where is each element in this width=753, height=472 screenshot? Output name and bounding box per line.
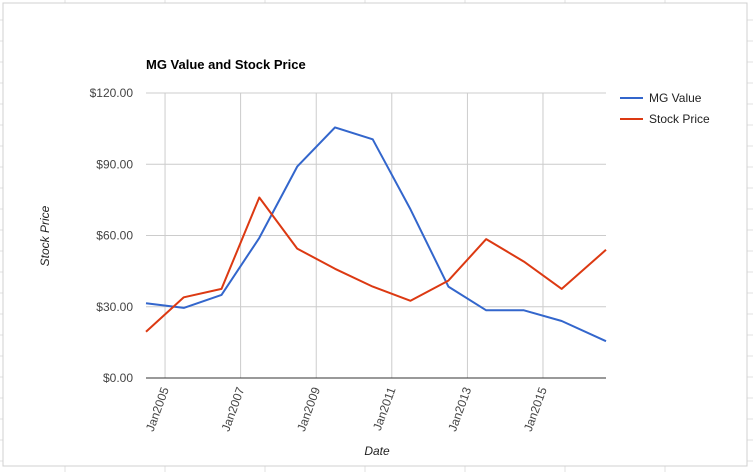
data-point[interactable] — [370, 136, 376, 142]
data-point[interactable] — [256, 195, 262, 201]
chart-title: MG Value and Stock Price — [146, 57, 306, 72]
series-line[interactable] — [145, 196, 607, 333]
data-point[interactable] — [370, 284, 376, 290]
x-axis-title: Date — [364, 444, 390, 458]
series-lines — [143, 124, 609, 344]
data-point[interactable] — [143, 300, 149, 306]
data-point[interactable] — [445, 278, 451, 284]
data-point[interactable] — [332, 266, 338, 272]
data-point[interactable] — [603, 338, 609, 344]
data-point[interactable] — [483, 307, 489, 313]
series-stock-price — [143, 195, 609, 335]
y-axis-title: Stock Price — [38, 205, 52, 266]
data-point[interactable] — [294, 164, 300, 170]
data-point[interactable] — [559, 286, 565, 292]
data-point[interactable] — [294, 246, 300, 252]
data-point[interactable] — [332, 124, 338, 130]
y-tick-label: $120.00 — [90, 86, 134, 100]
legend-label: MG Value — [649, 91, 702, 105]
data-point[interactable] — [521, 307, 527, 313]
data-point[interactable] — [408, 206, 414, 212]
data-point[interactable] — [521, 259, 527, 265]
data-point[interactable] — [219, 286, 225, 292]
legend-item[interactable]: Stock Price — [620, 112, 710, 126]
legend[interactable]: MG Value Stock Price — [620, 91, 710, 126]
data-point[interactable] — [181, 294, 187, 300]
legend-item[interactable]: MG Value — [620, 91, 702, 105]
y-tick-labels: $0.00 $30.00 $60.00 $90.00 $120.00 — [90, 86, 134, 385]
legend-label: Stock Price — [649, 112, 710, 126]
series-line[interactable] — [145, 126, 607, 343]
y-tick-label: $0.00 — [103, 371, 133, 385]
data-point[interactable] — [143, 329, 149, 335]
y-tick-label: $60.00 — [96, 229, 133, 243]
data-point[interactable] — [408, 298, 414, 304]
data-point[interactable] — [256, 235, 262, 241]
data-point[interactable] — [483, 236, 489, 242]
y-gridlines — [146, 92, 606, 308]
chart-card[interactable] — [2, 2, 748, 467]
data-point[interactable] — [181, 305, 187, 311]
y-tick-label: $90.00 — [96, 157, 133, 171]
x-gridlines — [164, 93, 544, 378]
data-point[interactable] — [219, 292, 225, 298]
series-mg-value — [143, 124, 609, 344]
y-tick-label: $30.00 — [96, 300, 133, 314]
data-point[interactable] — [445, 284, 451, 290]
data-point[interactable] — [603, 247, 609, 253]
data-point[interactable] — [559, 318, 565, 324]
